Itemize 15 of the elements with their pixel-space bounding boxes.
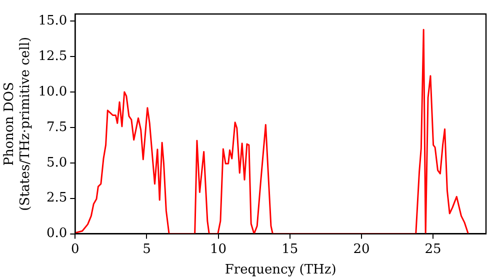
y-tick-label: 2.5 bbox=[46, 190, 68, 206]
x-tick-label: 25 bbox=[424, 242, 442, 257]
x-tick-label: 10 bbox=[210, 242, 227, 257]
x-tick-label: 5 bbox=[142, 242, 151, 257]
x-tick-label: 15 bbox=[282, 242, 298, 257]
x-tick-label: 20 bbox=[353, 242, 370, 257]
y-tick-label: 5.0 bbox=[46, 155, 68, 170]
y-tick-label: 0.0 bbox=[46, 226, 68, 242]
x-axis-title: Frequency (THz) bbox=[224, 262, 336, 278]
y-tick-label: 10.0 bbox=[38, 84, 68, 100]
y-tick-label: 7.5 bbox=[46, 120, 68, 135]
x-tick-label: 0 bbox=[71, 242, 80, 257]
y-tick-label: 15.0 bbox=[38, 13, 68, 28]
y-tick-label: 12.5 bbox=[38, 48, 68, 64]
y-axis-title: Phonon DOS (States/THz·primitive cell) bbox=[2, 36, 33, 211]
